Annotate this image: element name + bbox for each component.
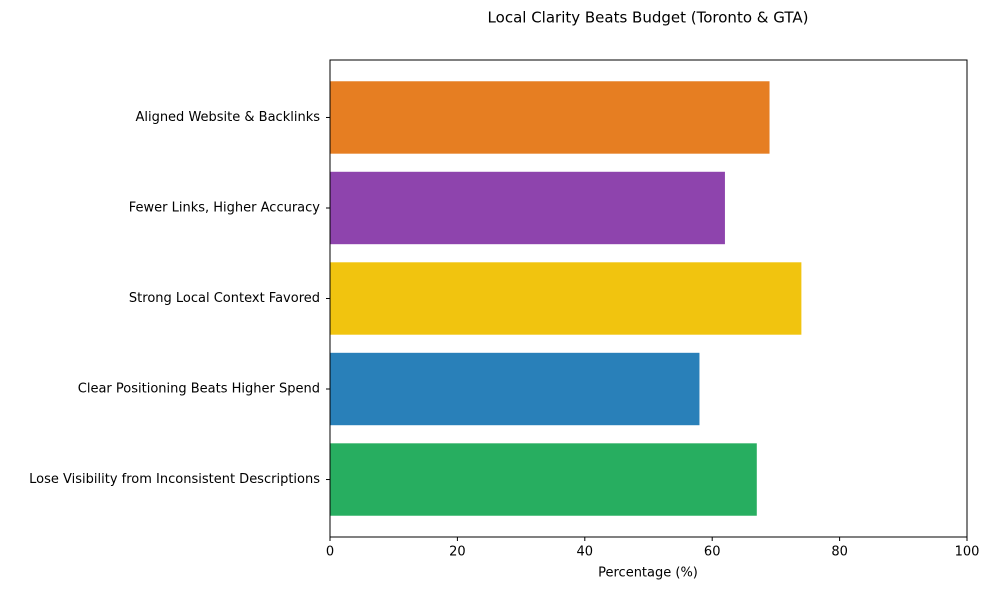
bar <box>330 171 725 245</box>
x-tick-label: 60 <box>704 545 721 560</box>
y-tick-label: Lose Visibility from Inconsistent Descri… <box>29 472 320 487</box>
y-tick-label: Clear Positioning Beats Higher Spend <box>78 382 320 397</box>
x-tick-label: 0 <box>326 545 334 560</box>
x-tick-label: 100 <box>955 545 980 560</box>
bar <box>330 81 770 154</box>
bar <box>330 352 700 426</box>
x-tick-label: 80 <box>831 545 848 560</box>
x-axis-label: Percentage (%) <box>598 566 698 581</box>
y-tick-label: Aligned Website & Backlinks <box>135 110 320 125</box>
y-tick-label: Fewer Links, Higher Accuracy <box>129 200 321 215</box>
bar <box>330 262 802 335</box>
x-tick-label: 40 <box>577 545 594 560</box>
y-tick-label: Strong Local Context Favored <box>129 291 320 306</box>
chart-title: Local Clarity Beats Budget (Toronto & GT… <box>488 9 809 27</box>
bar <box>330 443 757 516</box>
x-tick-label: 20 <box>449 545 466 560</box>
plot-frame <box>329 59 968 538</box>
